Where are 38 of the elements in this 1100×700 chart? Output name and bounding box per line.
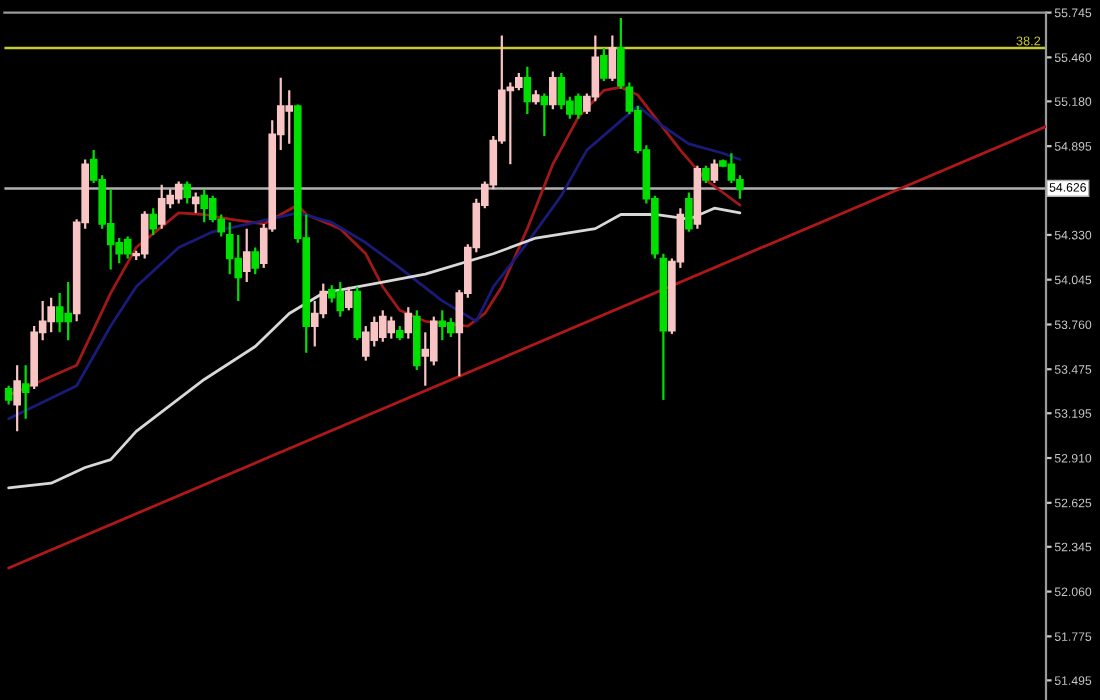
candlestick bbox=[157, 183, 166, 230]
candlestick bbox=[549, 70, 557, 111]
candlestick bbox=[506, 81, 515, 166]
candlestick bbox=[242, 227, 251, 284]
candlestick bbox=[387, 315, 396, 340]
candlestick bbox=[404, 306, 413, 340]
candlestick bbox=[21, 364, 30, 420]
candlestick bbox=[429, 315, 438, 367]
candlestick bbox=[123, 235, 132, 260]
candlestick bbox=[727, 152, 736, 185]
candlestick bbox=[523, 65, 532, 116]
candlestick bbox=[285, 89, 294, 145]
candlestick bbox=[353, 285, 362, 342]
candlestick bbox=[557, 71, 566, 111]
candlestick bbox=[600, 46, 608, 83]
candlestick bbox=[685, 191, 693, 233]
candlestick bbox=[361, 324, 370, 362]
candlestick bbox=[55, 291, 64, 334]
candlestick bbox=[251, 246, 260, 276]
candlestick bbox=[64, 280, 72, 342]
candlestick bbox=[540, 92, 549, 138]
candlestick bbox=[608, 34, 617, 83]
candlestick bbox=[200, 188, 209, 224]
candlestick bbox=[149, 207, 158, 237]
candlestick bbox=[140, 210, 149, 260]
candlestick bbox=[191, 191, 200, 215]
candlestick bbox=[446, 317, 455, 339]
candlestick bbox=[344, 285, 353, 312]
candlestick bbox=[13, 364, 21, 433]
candlestick bbox=[378, 309, 387, 343]
candlestick bbox=[183, 180, 192, 205]
candlestick bbox=[438, 309, 447, 342]
candlestick bbox=[574, 92, 583, 120]
candlestick bbox=[47, 296, 55, 334]
candlestick bbox=[710, 158, 719, 185]
candlestick bbox=[4, 384, 13, 406]
candlestick bbox=[174, 180, 183, 205]
candlestick bbox=[336, 280, 345, 318]
